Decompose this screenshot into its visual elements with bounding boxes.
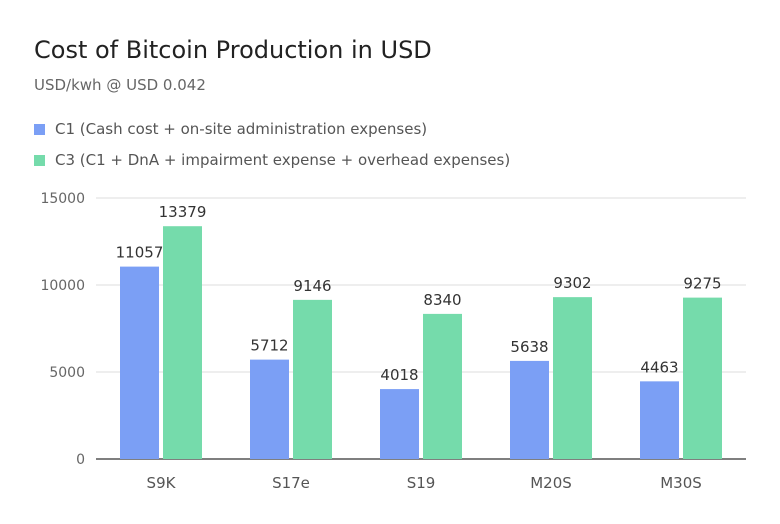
- bar-c3-s9k: [163, 226, 202, 459]
- chart-title: Cost of Bitcoin Production in USD: [34, 36, 432, 64]
- x-tick-label-s9k: S9K: [147, 474, 177, 492]
- x-tick-label-m20s: M20S: [530, 474, 572, 492]
- legend-swatch-c3: [34, 154, 45, 166]
- bar-c1-s17e: [250, 359, 289, 459]
- bar-c3-s17e: [293, 299, 332, 459]
- x-tick-label-m30s: M30S: [660, 474, 702, 492]
- data-label-c3-m30s: 9275: [683, 275, 721, 293]
- data-label-c1-s19: 4018: [380, 366, 418, 384]
- y-tick-label-3: 15000: [40, 191, 85, 207]
- bar-c3-s19: [423, 313, 462, 459]
- y-tick-label-0: 0: [76, 452, 85, 468]
- bar-c3-m30s: [683, 297, 722, 459]
- x-tick-label-s17e: S17e: [272, 474, 310, 492]
- bar-c3-m20s: [553, 297, 592, 459]
- bar-c1-s9k: [120, 266, 159, 459]
- x-tick-label-s19: S19: [407, 474, 436, 492]
- data-label-c3-s9k: 13379: [159, 203, 207, 221]
- data-label-c3-s19: 8340: [423, 291, 461, 309]
- legend-label-c1: C1 (Cash cost + on-site administration e…: [55, 120, 428, 138]
- bar-c1-m20s: [510, 360, 549, 459]
- data-label-c1-m30s: 4463: [640, 358, 678, 376]
- data-label-c1-s17e: 5712: [250, 337, 288, 355]
- legend-item-c1: C1 (Cash cost + on-site administration e…: [34, 120, 427, 138]
- bar-c1-m30s: [640, 381, 679, 459]
- legend-swatch-c1: [34, 123, 45, 135]
- bar-c1-s19: [380, 389, 419, 459]
- data-label-c3-m20s: 9302: [553, 274, 591, 292]
- legend-item-c3: C3 (C1 + DnA + impairment expense + over…: [34, 151, 510, 169]
- y-tick-label-2: 10000: [40, 278, 85, 294]
- y-tick-label-1: 5000: [49, 365, 85, 381]
- data-label-c3-s17e: 9146: [293, 277, 331, 295]
- chart-subtitle: USD/kwh @ USD 0.042: [34, 76, 206, 94]
- data-label-c1-s9k: 11057: [116, 244, 164, 262]
- data-label-c1-m20s: 5638: [510, 338, 548, 356]
- legend-label-c3: C3 (C1 + DnA + impairment expense + over…: [55, 151, 511, 169]
